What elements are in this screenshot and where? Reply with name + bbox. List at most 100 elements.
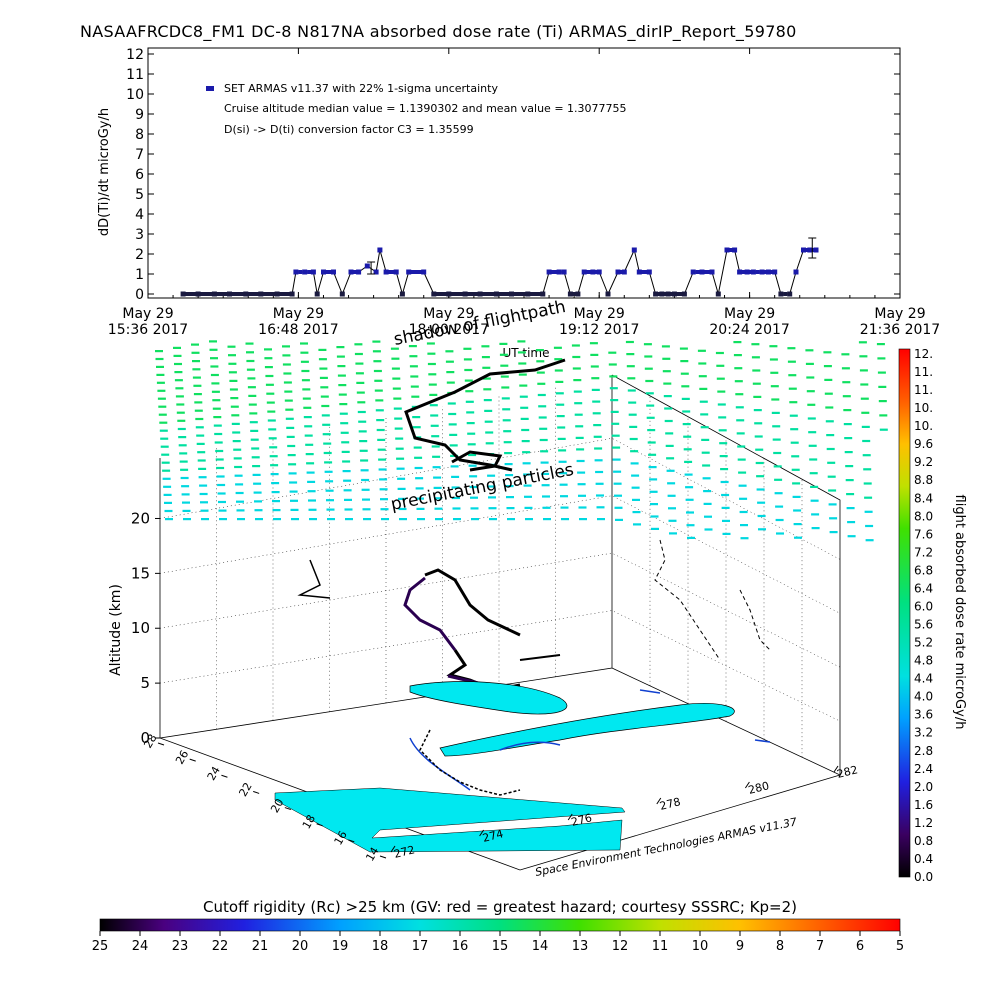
particle-mark: [757, 514, 766, 518]
data-point: [732, 247, 738, 253]
particle-mark: [485, 431, 494, 434]
data-point: [453, 292, 458, 296]
particle-mark: [663, 382, 672, 385]
particle-mark: [192, 376, 201, 379]
particle-mark: [681, 397, 690, 400]
wall-grid: [159, 385, 841, 758]
data-point: [772, 269, 778, 275]
particle-mark: [592, 412, 601, 415]
particle-mark: [231, 422, 240, 425]
data-point: [737, 269, 743, 275]
particle-mark: [391, 357, 400, 360]
particle-mark: [736, 419, 745, 422]
rc-tick-label: 20: [292, 939, 309, 954]
data-point: [665, 291, 671, 297]
colorbar-tick-label: 8.0: [914, 509, 933, 523]
particle-mark: [680, 372, 689, 375]
particle-mark: [861, 411, 870, 414]
data-point: [487, 292, 492, 296]
particle-mark: [609, 387, 618, 390]
particle-mark: [326, 499, 334, 502]
particle-mark: [173, 354, 182, 357]
particle-mark: [686, 524, 695, 527]
particle-mark: [228, 371, 237, 374]
particle-mark: [502, 419, 511, 422]
particle-mark: [554, 358, 563, 361]
particle-mark: [614, 506, 623, 509]
data-point: [215, 292, 220, 296]
particle-mark: [775, 505, 784, 508]
particle-mark: [174, 371, 183, 374]
particle-mark: [556, 403, 565, 406]
particle-mark: [845, 479, 854, 482]
particle-mark: [191, 343, 199, 346]
data-point: [390, 270, 395, 274]
particle-mark: [467, 432, 476, 435]
particle-mark: [428, 373, 437, 376]
particle-mark: [265, 383, 274, 386]
flight-shadow-floor: [419, 729, 521, 796]
particle-mark: [683, 435, 692, 438]
particle-mark: [718, 429, 727, 432]
particle-mark: [683, 448, 692, 451]
particle-mark: [358, 430, 367, 433]
particle-mark: [597, 518, 605, 521]
cutoff-rigidity-title: Cutoff rigidity (Rc) >25 km (GV: red = g…: [203, 898, 797, 916]
data-point: [581, 269, 587, 275]
particle-mark: [266, 392, 275, 395]
data-point: [500, 292, 505, 296]
particle-mark: [362, 508, 371, 511]
data-point: [230, 292, 235, 296]
particle-mark: [341, 450, 350, 453]
data-point: [258, 291, 264, 297]
data-point: [298, 270, 303, 274]
particle-mark: [596, 494, 604, 497]
particle-mark: [499, 342, 508, 345]
rc-tick-label: 13: [572, 939, 589, 954]
particle-mark: [356, 381, 365, 384]
particle-mark: [469, 475, 478, 478]
data-point: [268, 292, 273, 296]
particle-mark: [228, 362, 237, 365]
particle-mark: [453, 518, 461, 521]
y-tick-label: 3: [135, 227, 144, 243]
particle-mark: [680, 360, 689, 363]
particle-mark: [649, 490, 658, 493]
particle-mark: [681, 385, 690, 388]
data-point: [443, 292, 448, 296]
particle-mark: [740, 537, 749, 540]
particle-mark: [771, 411, 780, 414]
particle-mark: [519, 384, 528, 387]
particle-mark: [199, 484, 208, 487]
data-point: [477, 291, 483, 297]
particle-mark: [771, 398, 780, 401]
colorbar-tick-label: 2.8: [914, 744, 933, 758]
particle-mark: [862, 439, 871, 443]
particle-mark: [210, 365, 219, 368]
particle-mark: [182, 509, 191, 512]
data-point: [690, 269, 696, 275]
particle-mark: [667, 482, 676, 485]
latitude-tick: [221, 774, 228, 778]
particle-mark: [290, 499, 298, 502]
particle-mark: [751, 343, 760, 346]
rc-tick-label: 24: [132, 939, 149, 954]
particle-mark: [590, 353, 599, 356]
particle-mark: [415, 487, 424, 490]
particle-mark: [449, 444, 458, 447]
particle-mark: [719, 442, 728, 445]
particle-mark: [390, 347, 399, 350]
particle-mark: [522, 462, 531, 465]
particle-mark: [648, 466, 657, 469]
particle-mark: [252, 473, 261, 476]
particle-mark: [841, 353, 850, 356]
particle-mark: [662, 370, 671, 373]
particle-mark: [738, 484, 747, 487]
particle-mark: [755, 461, 764, 465]
particle-mark: [395, 447, 404, 450]
data-point: [769, 270, 774, 274]
particle-mark: [358, 420, 367, 423]
particle-mark: [697, 349, 706, 352]
particle-mark: [593, 435, 602, 438]
particle-mark: [322, 423, 331, 426]
